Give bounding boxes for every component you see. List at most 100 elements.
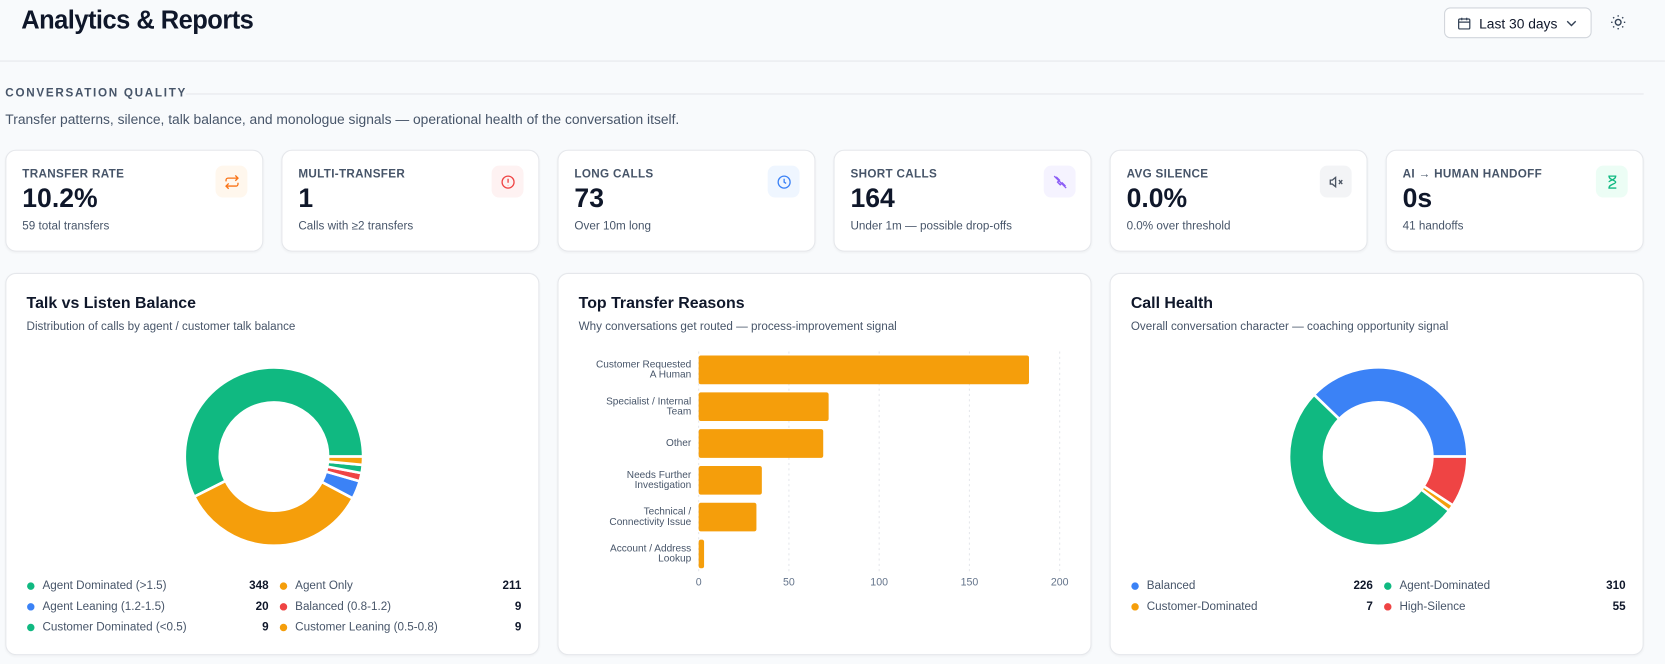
- legend-label: Customer-Dominated: [1147, 600, 1258, 613]
- legend-swatch: [27, 623, 35, 632]
- chart: Top Transfer Reasons Why conversations ge…: [579, 295, 1069, 589]
- chart-subtitle: Distribution of calls by agent / custome…: [27, 320, 296, 333]
- chart-card: Top Transfer Reasons Why conversations ge…: [557, 272, 1092, 656]
- y-tick-label: Customer Requested: [596, 359, 691, 370]
- legend-label: Balanced: [1147, 579, 1196, 592]
- donut-segment: [1421, 455, 1469, 508]
- chart-subtitle: Overall conversation character — coachin…: [1131, 320, 1448, 333]
- kpi-value: 1: [298, 183, 314, 214]
- kpi-sub: 0.0% over threshold: [1126, 219, 1231, 233]
- legend-label: Agent Only: [295, 579, 353, 592]
- legend-value: 226: [1353, 579, 1373, 592]
- legend-label: Customer Leaning (0.5-0.8): [295, 621, 438, 634]
- y-tick-label: Team: [667, 406, 692, 417]
- kpi-sub: Calls with ≥2 transfers: [298, 219, 414, 233]
- kpi-card: MULTI-TRANSFER 1 Calls with ≥2 transfers: [281, 149, 540, 252]
- legend-value: 55: [1613, 600, 1626, 613]
- x-tick-label: 150: [961, 577, 979, 589]
- kpi-icon: [215, 165, 248, 198]
- bar: [698, 502, 757, 532]
- kpi-value: 10.2%: [22, 183, 98, 214]
- x-tick-label: 0: [696, 577, 702, 589]
- legend-swatch: [27, 582, 35, 590]
- date-range-label: Last 30 days: [1479, 15, 1558, 32]
- y-tick-label: A Human: [650, 370, 691, 381]
- legend-value: 348: [249, 579, 269, 592]
- legend-swatch: [1131, 603, 1139, 611]
- legend-label: Balanced (0.8-1.2): [295, 600, 391, 613]
- bar: [698, 465, 762, 495]
- y-tick-label: Other: [666, 438, 692, 449]
- kpi-sub: Over 10m long: [574, 219, 652, 233]
- kpi-value: 0s: [1402, 183, 1433, 214]
- legend-value: 20: [256, 600, 269, 613]
- kpi-card: AVG SILENCE 0.0% 0.0% over threshold: [1109, 149, 1368, 252]
- chart: Call Health Overall conversation characte…: [1131, 295, 1626, 613]
- kpi-value: 73: [574, 183, 604, 214]
- y-tick-label: Investigation: [635, 480, 692, 491]
- y-tick-label: Technical /: [644, 507, 692, 518]
- top-bar: [0, 0, 1665, 62]
- chart-title: Top Transfer Reasons: [579, 295, 745, 312]
- y-tick-label: Lookup: [658, 554, 691, 565]
- kpi-card: AI → HUMAN HANDOFF 0s 41 handoffs: [1385, 149, 1644, 252]
- legend-value: 9: [262, 621, 269, 634]
- y-tick-label: Connectivity Issue: [609, 517, 691, 528]
- kpi-label: AI → HUMAN HANDOFF: [1402, 167, 1543, 181]
- kpi-label: TRANSFER RATE: [22, 167, 125, 181]
- legend-value: 9: [515, 600, 522, 613]
- legend-swatch: [279, 623, 288, 632]
- kpi-label: AVG SILENCE: [1126, 167, 1209, 181]
- calendar-icon: [1458, 17, 1471, 30]
- x-tick-label: 50: [783, 577, 795, 589]
- legend-swatch: [1131, 582, 1139, 590]
- legend-label: Agent Dominated (>1.5): [42, 579, 166, 592]
- chart-subtitle: Why conversations get routed — process-i…: [579, 320, 897, 333]
- kpi-icon: [1595, 165, 1628, 198]
- legend-swatch: [279, 603, 288, 611]
- donut-segment: [1312, 366, 1469, 458]
- chart: Talk vs Listen Balance Distribution of ca…: [27, 295, 522, 634]
- y-tick-label: Account / Address: [610, 544, 691, 555]
- chevron-icon: [1566, 20, 1577, 27]
- legend-swatch: [279, 582, 288, 590]
- bar: [698, 355, 1029, 385]
- bar: [698, 392, 829, 422]
- kpi-label: LONG CALLS: [574, 167, 654, 181]
- kpi-icon: [767, 165, 800, 198]
- kpi-sub: 41 handoffs: [1402, 219, 1464, 233]
- chart-title: Talk vs Listen Balance: [27, 295, 197, 312]
- chart-card: Talk vs Listen Balance Distribution of ca…: [5, 272, 540, 656]
- page-title: Analytics & Reports: [21, 6, 254, 36]
- kpi-icon: [1319, 165, 1352, 198]
- section-title: CONVERSATION QUALITY: [5, 87, 188, 100]
- x-tick-label: 100: [870, 577, 888, 589]
- kpi-icon: [491, 165, 524, 198]
- legend-swatch: [27, 603, 35, 611]
- chart-card: Call Health Overall conversation characte…: [1109, 272, 1644, 656]
- section-rule: [185, 93, 1644, 95]
- kpi-label: MULTI-TRANSFER: [298, 167, 406, 181]
- theme-toggle[interactable]: [1610, 14, 1627, 31]
- kpi-sub: Under 1m — possible drop-offs: [850, 219, 1012, 233]
- kpi-value: 164: [850, 183, 895, 214]
- kpi-sub: 59 total transfers: [22, 219, 110, 233]
- legend-value: 7: [1366, 600, 1372, 613]
- x-tick-label: 200: [1051, 577, 1069, 589]
- donut-segment: [183, 366, 365, 499]
- kpi-value: 0.0%: [1126, 183, 1188, 214]
- legend-swatch: [1384, 603, 1392, 611]
- section-description: Transfer patterns, silence, talk balance…: [5, 111, 680, 128]
- y-tick-label: Needs Further: [627, 470, 692, 481]
- kpi-card: SHORT CALLS 164 Under 1m — possible drop…: [833, 149, 1092, 252]
- legend-value: 310: [1606, 579, 1625, 592]
- date-range-button[interactable]: Last 30 days: [1444, 7, 1592, 39]
- donut-segment: [192, 479, 355, 548]
- kpi-card: TRANSFER RATE 10.2% 59 total transfers: [5, 149, 264, 252]
- legend-label: Agent-Dominated: [1399, 579, 1490, 592]
- legend-label: Customer Dominated (<0.5): [42, 621, 186, 634]
- kpi-icon: [1043, 165, 1076, 198]
- bar: [698, 429, 824, 458]
